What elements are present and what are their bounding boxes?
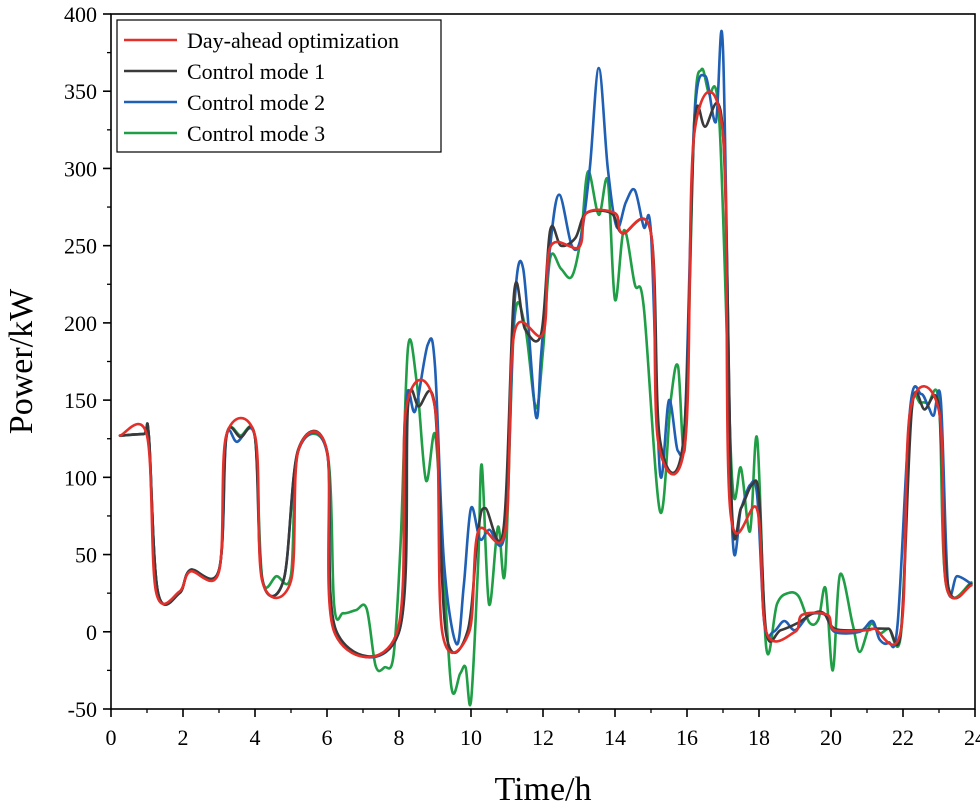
y-tick-label: 50 — [75, 543, 97, 568]
x-tick-label: 24 — [964, 725, 980, 750]
x-tick-label: 22 — [892, 725, 914, 750]
x-tick-label: 4 — [250, 725, 261, 750]
x-tick-label: 2 — [178, 725, 189, 750]
x-tick-label: 12 — [532, 725, 554, 750]
legend-label-1: Day-ahead optimization — [187, 28, 399, 53]
y-tick-label: 0 — [86, 620, 97, 645]
legend: Day-ahead optimization Control mode 1 Cont… — [116, 19, 442, 153]
y-tick-label: 250 — [64, 234, 97, 259]
y-tick-label: 100 — [64, 465, 97, 490]
x-tick-label: 16 — [676, 725, 698, 750]
y-tick-label: 400 — [64, 2, 97, 27]
y-tick-label: 350 — [64, 79, 97, 104]
legend-label-3: Control mode 2 — [187, 90, 325, 115]
x-tick-label: 14 — [604, 725, 626, 750]
legend-box — [116, 19, 442, 153]
x-tick-label: 6 — [322, 725, 333, 750]
y-tick-label: -50 — [68, 697, 97, 722]
x-tick-label: 0 — [106, 725, 117, 750]
y-tick-label: 200 — [64, 311, 97, 336]
series-line-4 — [118, 67, 973, 707]
x-tick-label: 10 — [460, 725, 482, 750]
y-axis-title: Power/kW — [3, 288, 40, 434]
legend-label-4: Control mode 3 — [187, 121, 325, 146]
x-tick-label: 20 — [820, 725, 842, 750]
x-tick-label: 8 — [394, 725, 405, 750]
series-layer — [118, 29, 973, 707]
legend-label-2: Control mode 1 — [187, 59, 325, 84]
y-tick-label: 300 — [64, 156, 97, 181]
series-line-1 — [118, 90, 973, 659]
x-axis-title: Time/h — [494, 771, 591, 808]
x-tick-label: 18 — [748, 725, 770, 750]
y-tick-label: 150 — [64, 388, 97, 413]
axis-ticks: 024681012141618202224-500501001502002503… — [64, 2, 980, 750]
